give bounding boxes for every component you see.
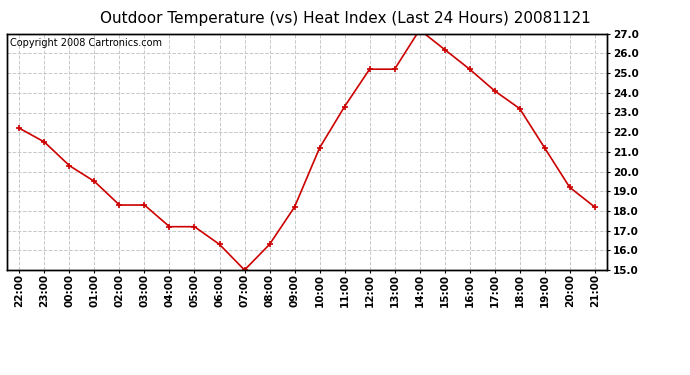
Text: Outdoor Temperature (vs) Heat Index (Last 24 Hours) 20081121: Outdoor Temperature (vs) Heat Index (Las… [99,11,591,26]
Text: Copyright 2008 Cartronics.com: Copyright 2008 Cartronics.com [10,39,162,48]
